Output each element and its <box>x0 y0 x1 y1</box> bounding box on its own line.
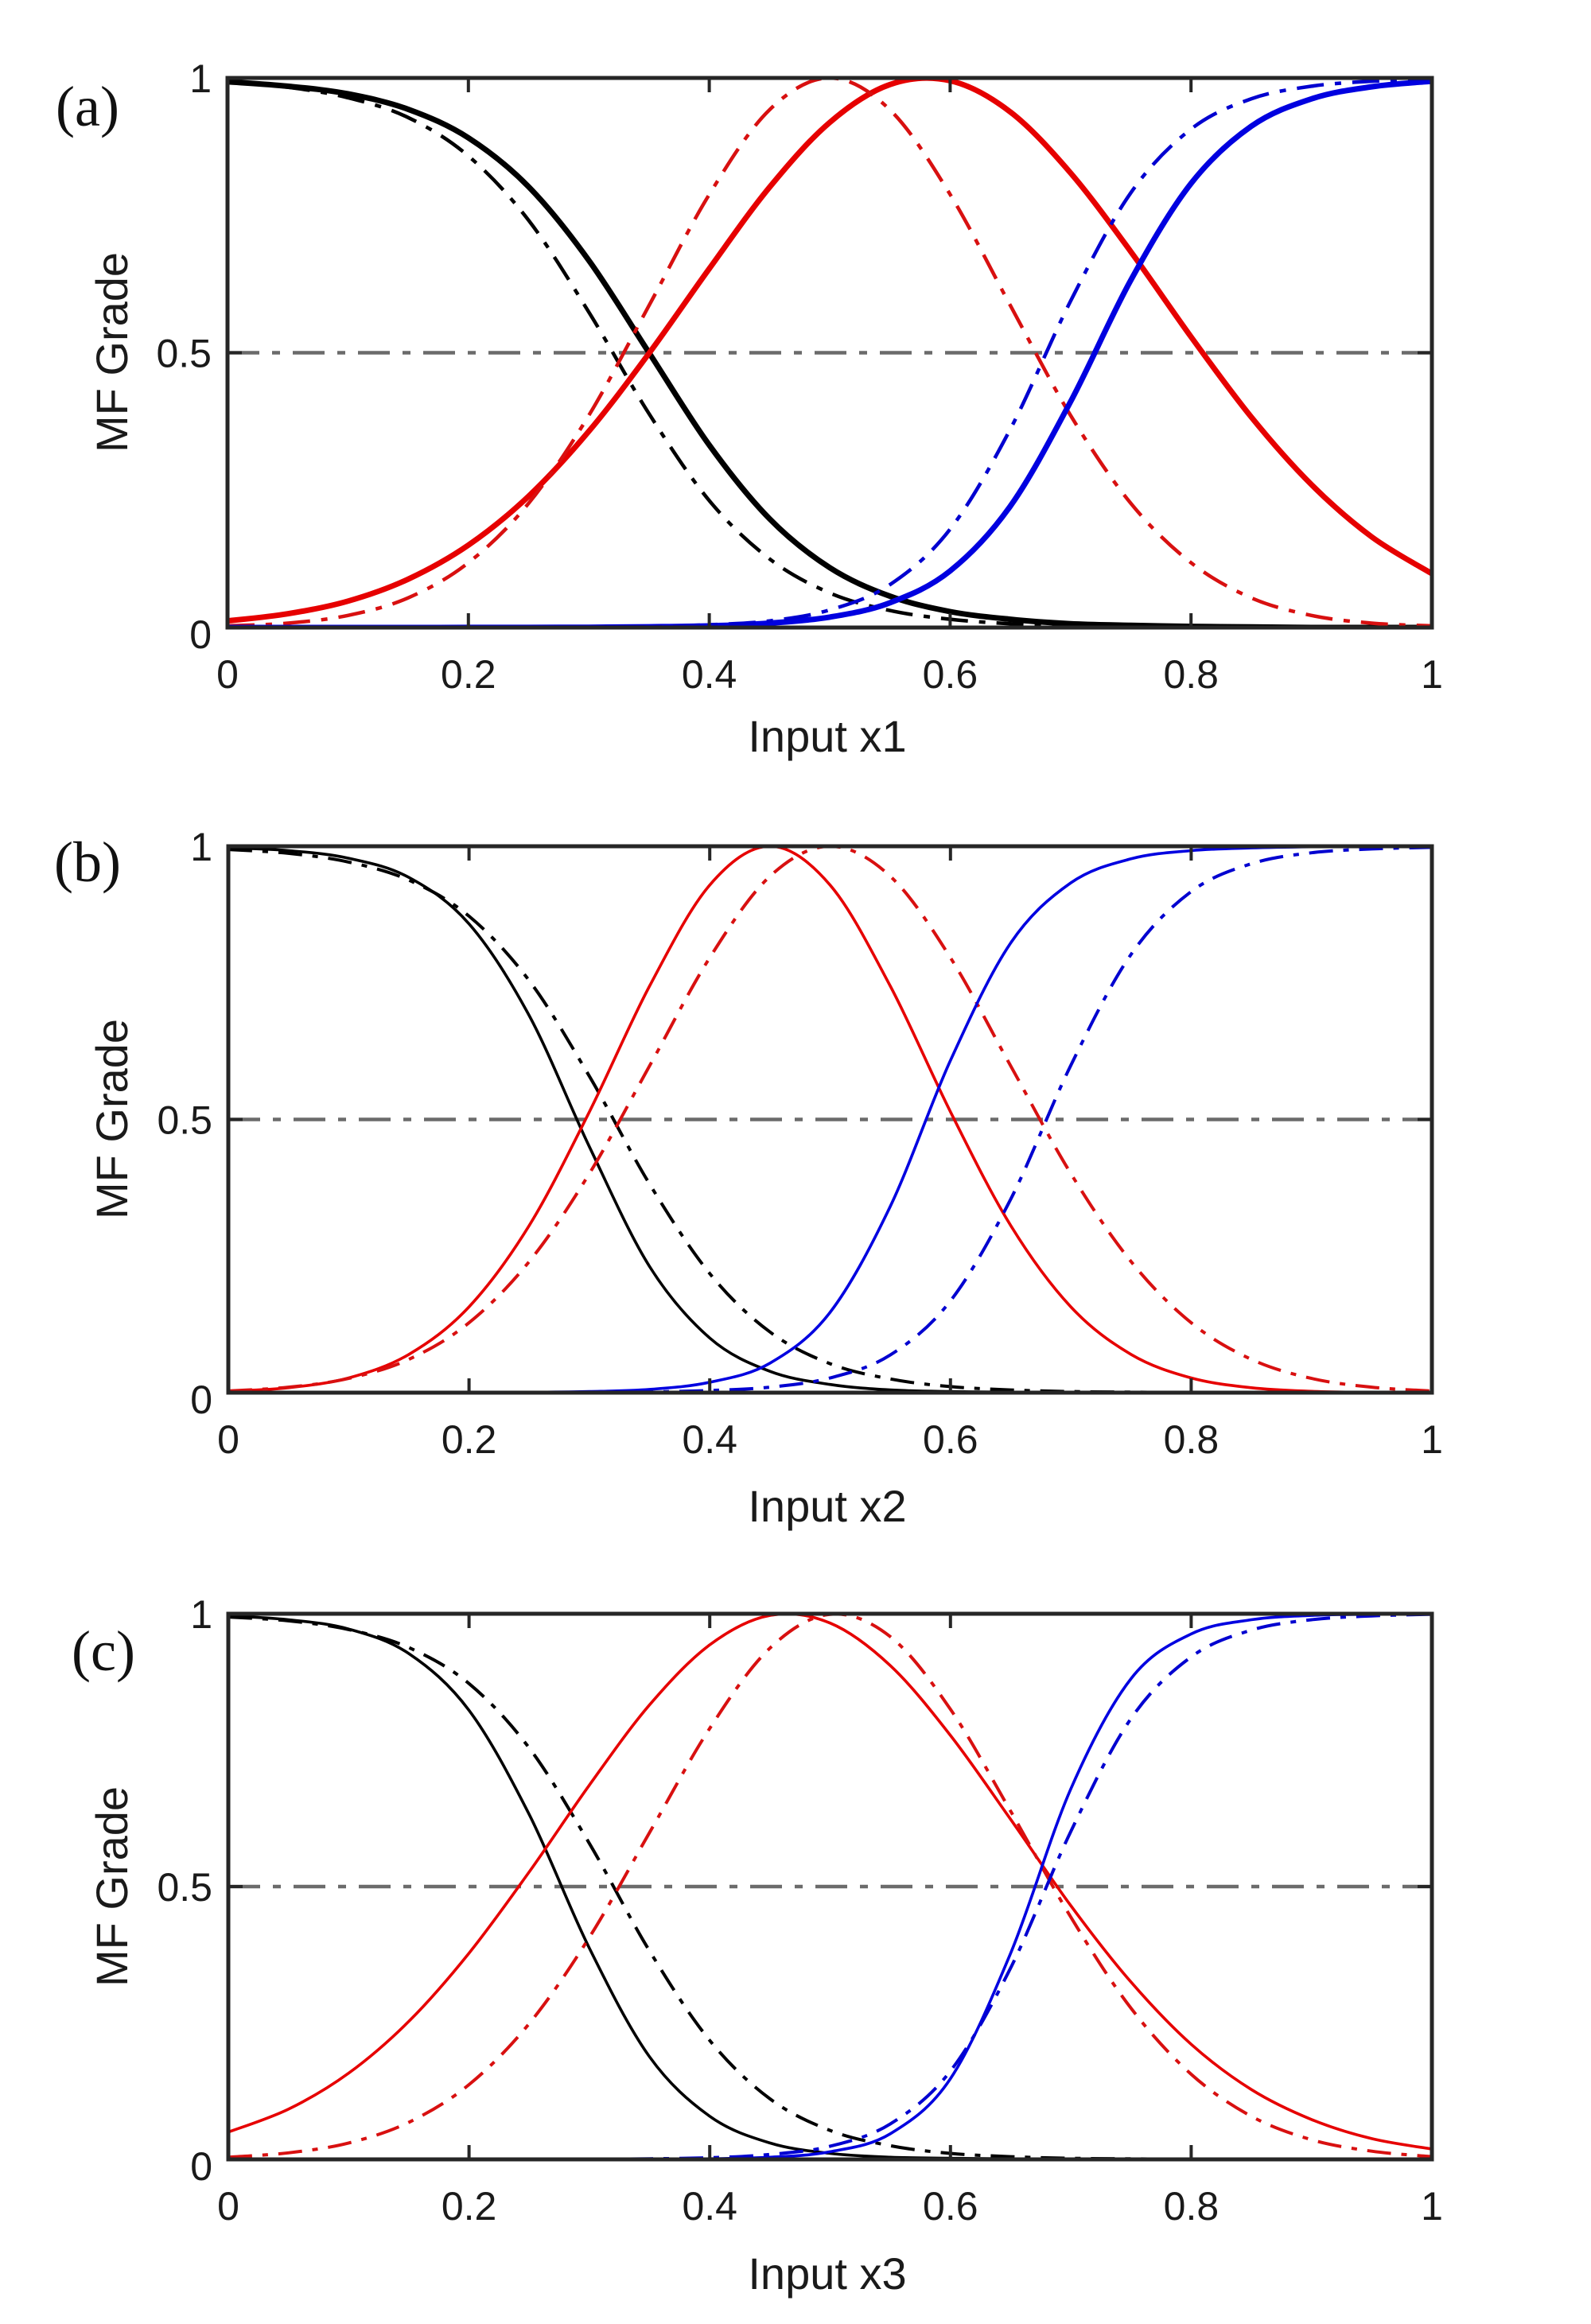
x-tick-label: 1 <box>1421 652 1443 697</box>
series-line-blue-dashdot <box>228 78 1432 628</box>
x-tick-label: 0 <box>217 2184 239 2229</box>
x-tick-label: 1 <box>1421 1417 1443 1462</box>
y-tick-label: 0.5 <box>157 1865 212 1910</box>
plot-area-c: 0 0.2 0.4 0.6 0.8 1 0 0.5 1 <box>157 1592 1442 2229</box>
panel-label-a: (a) <box>56 75 119 138</box>
x-tick-label: 0.4 <box>682 2184 737 2229</box>
series-line-blue-solid <box>228 1614 1432 2159</box>
panel-label-b: (b) <box>54 830 121 894</box>
series-line-red-solid <box>228 78 1432 624</box>
x-tick-label: 0.2 <box>442 1417 497 1462</box>
series-line-red-solid <box>228 846 1432 1393</box>
y-axis-label-c: MF Grade <box>87 1786 137 1987</box>
x-tick-label: 0.8 <box>1164 1417 1220 1462</box>
x-tick-label: 0.4 <box>682 1417 737 1462</box>
series-line-black-dashdot <box>228 1615 1432 2159</box>
y-axis-label-a: MF Grade <box>87 252 137 453</box>
x-tick-label: 0.4 <box>682 652 737 697</box>
panel-b: (b) MF Grade Input x2 0 0.2 0.4 0.6 0.8 1 0 0.5… <box>54 825 1443 1531</box>
y-tick-label: 1 <box>190 1592 212 1637</box>
series-line-red-solid <box>228 1614 1432 2151</box>
x-tick-label: 0.2 <box>441 652 496 697</box>
plot-area-b: 0 0.2 0.4 0.6 0.8 1 0 0.5 1 <box>157 825 1442 1462</box>
series-line-black-solid <box>228 1614 1432 2159</box>
x-tick-label: 1 <box>1421 2184 1443 2229</box>
x-tick-label: 0.8 <box>1163 652 1219 697</box>
x-tick-label: 0 <box>217 1417 239 1462</box>
x-tick-label: 0.6 <box>923 652 978 697</box>
y-tick-label: 0.5 <box>157 1098 212 1143</box>
panel-label-c: (c) <box>72 1619 135 1683</box>
y-tick-label: 1 <box>190 825 212 869</box>
y-tick-label: 1 <box>189 56 212 101</box>
y-tick-label: 0.5 <box>156 332 212 376</box>
plot-area-a: 0 0.2 0.4 0.6 0.8 1 0 0.5 1 <box>156 56 1442 697</box>
series-line-black-dashdot <box>228 80 1432 628</box>
x-tick-label: 0.6 <box>923 2184 978 2229</box>
series-line-black-dashdot <box>228 848 1432 1393</box>
x-tick-label: 0.6 <box>923 1417 978 1462</box>
y-tick-label: 0 <box>190 2144 212 2189</box>
x-tick-label: 0.2 <box>442 2184 497 2229</box>
y-tick-label: 0 <box>190 1378 212 1422</box>
x-axis-label-c: Input x3 <box>748 2248 906 2299</box>
y-tick-label: 0 <box>189 612 212 657</box>
x-tick-label: 0.8 <box>1164 2184 1220 2229</box>
panel-c: (c) MF Grade Input x3 0 0.2 0.4 0.6 0.8 1 0 0.5… <box>72 1592 1443 2299</box>
panel-a: (a) MF Grade Input x1 0 0.2 0.4 0.6 0.8 1 0 0.5… <box>56 56 1443 761</box>
x-tick-label: 0 <box>216 652 239 697</box>
x-axis-label-a: Input x1 <box>748 711 906 761</box>
y-axis-label-b: MF Grade <box>87 1019 137 1219</box>
x-axis-label-b: Input x2 <box>748 1481 906 1531</box>
series-line-red-dashdot <box>228 78 1432 628</box>
series-line-blue-dashdot <box>228 1614 1432 2159</box>
